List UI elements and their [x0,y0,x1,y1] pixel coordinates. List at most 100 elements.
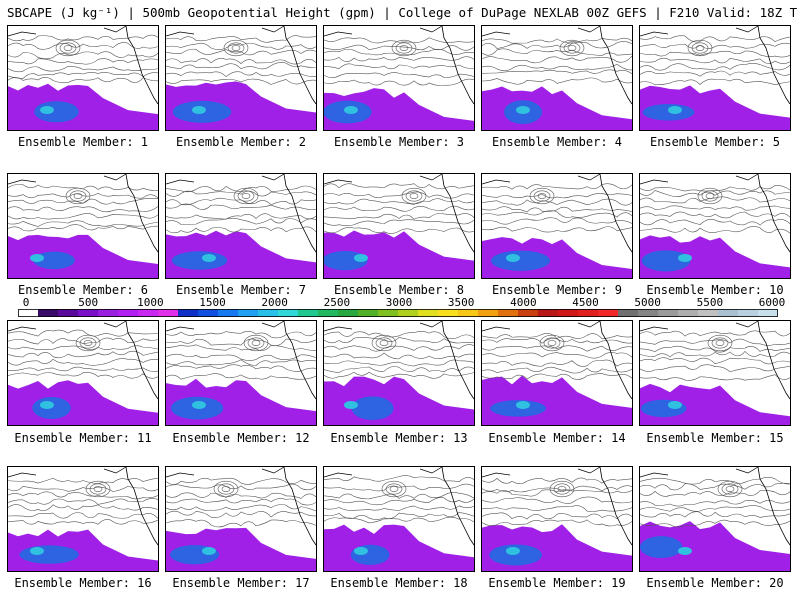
height-contour [482,485,632,493]
height-contour [8,498,158,505]
colorbar-tick-label: 0 [22,296,30,309]
height-contour [324,48,474,56]
height-contour [547,340,557,346]
height-contour [640,476,790,485]
height-contour [389,486,399,492]
coastline [8,321,127,332]
colorbar-segment [678,309,699,317]
height-contour [482,77,632,85]
ensemble-map-panel [7,25,159,131]
height-contour [8,72,158,79]
colorbar-segment [618,309,639,317]
coastline [324,26,443,37]
height-contour [640,364,790,373]
height-contour [166,492,316,499]
coastline [125,467,158,546]
height-contour [717,480,743,498]
height-contour [324,505,474,511]
height-contour [324,344,474,352]
height-contour [640,499,790,507]
colorbar-tick-label: 5500 [696,296,724,309]
height-contour [537,193,547,199]
height-contour [166,359,316,366]
height-contour [640,78,790,86]
height-contour [8,51,158,60]
colorbar-segment [318,309,339,317]
colorbar-segment [378,309,399,317]
ensemble-map-panel [481,466,633,572]
ensemble-member-label: Ensemble Member: 9 [491,283,623,297]
cape-core [350,544,390,565]
height-contour [59,42,77,54]
height-contour [227,42,245,54]
height-contour [324,497,474,506]
cape-shading [8,380,158,425]
sbcape-colorbar [18,309,778,317]
height-contour [324,183,474,190]
height-contour [166,71,316,77]
height-contour [63,45,73,51]
height-contour [482,512,632,520]
coastline [640,321,759,332]
figure-title: SBCAPE (J kg⁻¹) | 500mb Geopotential Hei… [7,5,797,20]
height-contour [640,57,790,64]
height-contour [482,359,632,367]
ensemble-member-label: Ensemble Member: 5 [649,135,781,149]
cape-core-high [677,254,692,262]
height-contour [482,193,632,199]
height-contour [237,190,255,202]
height-contour [166,498,316,506]
colorbar-tick-label: 4000 [510,296,537,309]
height-contour [482,198,632,206]
height-contour [640,190,790,197]
height-contour [482,210,632,218]
height-contour [640,218,790,226]
height-contour [324,359,474,367]
height-contour [549,480,575,498]
ensemble-map-panel [323,466,475,572]
height-contour [166,338,316,347]
height-contour [166,353,316,361]
coastline [8,26,127,37]
height-contour [707,334,733,352]
height-contour [482,63,632,72]
ensemble-map-panel [323,320,475,426]
colorbar-tick-label: 500 [78,296,99,309]
height-contour [405,190,423,202]
height-contour [563,42,581,54]
height-contour [223,39,249,57]
colorbar-segment [298,309,319,317]
coastline [482,321,601,332]
cape-shading [640,521,790,571]
height-contour [75,334,101,352]
colorbar-segment [478,309,499,317]
height-contour [166,185,316,193]
cape-core-high [505,547,520,555]
colorbar-segment [418,309,439,317]
cape-core-high [667,106,682,114]
coastline [482,174,601,185]
colorbar-segment [438,309,459,317]
coastline [599,467,632,546]
colorbar-segment [578,309,599,317]
colorbar-segment [358,309,379,317]
cape-core [490,400,546,417]
height-contour [399,45,409,51]
ensemble-member-label: Ensemble Member: 8 [333,283,465,297]
height-contour [251,340,261,346]
height-contour [697,187,723,205]
ensemble-member-label: Ensemble Member: 2 [175,135,307,149]
height-contour [640,511,790,518]
height-contour [65,187,91,205]
height-contour [409,193,419,199]
height-contour [705,193,715,199]
height-contour [83,340,93,346]
colorbar-tick-label: 1500 [199,296,226,309]
ensemble-member-label: Ensemble Member: 17 [172,576,310,590]
height-contour [8,58,158,65]
height-contour [166,58,316,65]
colorbar-segment [738,309,759,317]
height-contour [166,78,316,85]
height-contour [166,203,316,210]
height-contour [385,483,403,495]
